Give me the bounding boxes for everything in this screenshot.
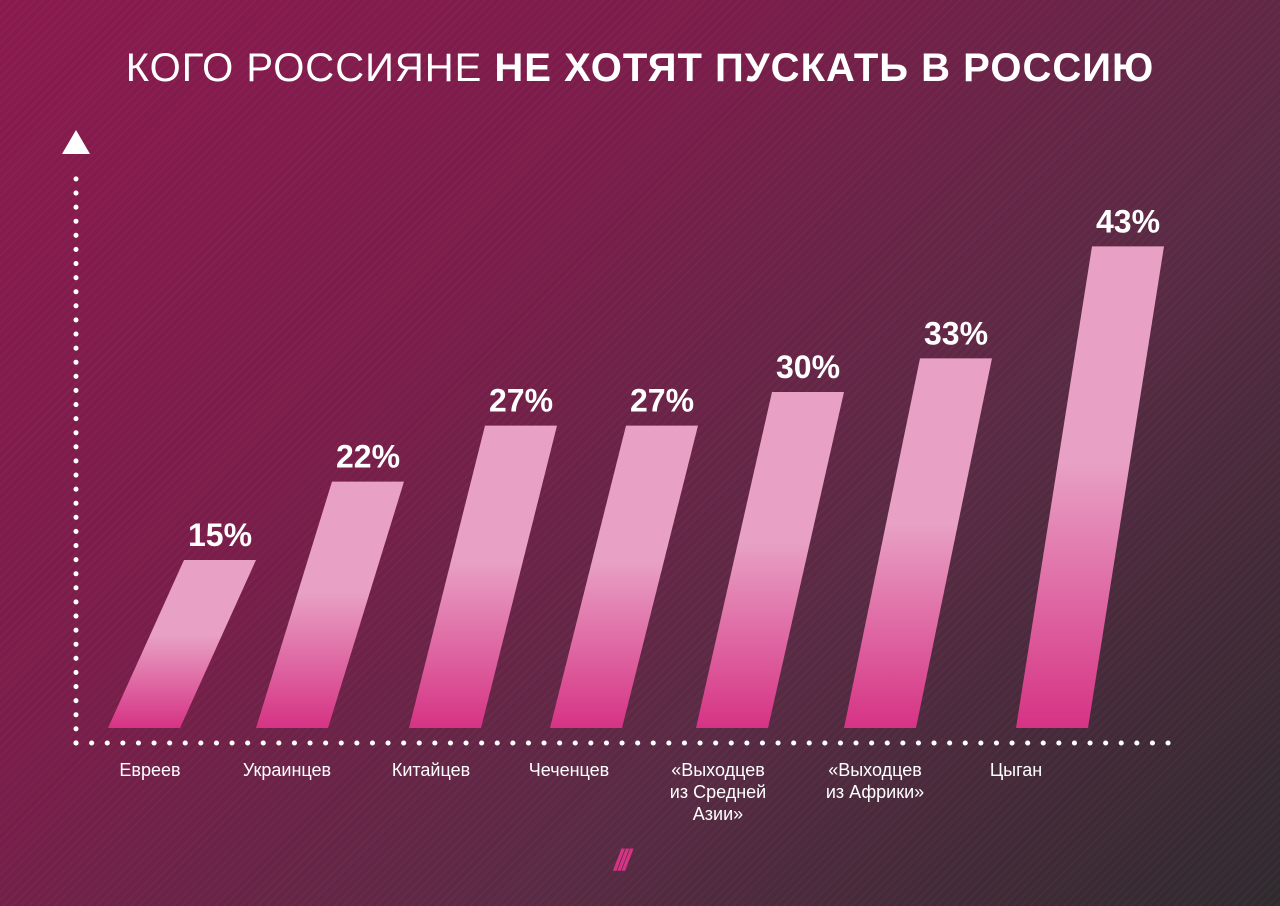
bar-value-label: 27% [489,383,553,419]
brand-logo: /// [614,844,631,877]
category-label: Азии» [693,804,743,824]
y-axis-arrow-icon [62,130,90,154]
bar [1016,246,1164,728]
bar [844,358,992,728]
bar-value-label: 33% [924,315,988,351]
bar-value-label: 15% [188,517,252,553]
category-label: Чеченцев [529,760,609,780]
category-label: Украинцев [243,760,331,780]
bar [108,560,256,728]
bar-value-label: 27% [630,383,694,419]
category-label: «Выходцев [671,760,765,780]
category-label: Цыган [990,760,1042,780]
bar [696,392,844,728]
bar [256,481,404,728]
bar-value-label: 22% [336,439,400,475]
chart-title: КОГО РОССИЯНЕ НЕ ХОТЯТ ПУСКАТЬ В РОССИЮ [0,46,1280,91]
bar [409,425,557,728]
category-label: из Африки» [826,782,924,802]
category-label: Китайцев [392,760,470,780]
title-bold-part: НЕ ХОТЯТ ПУСКАТЬ В РОССИЮ [494,46,1155,90]
category-label: из Средней [670,782,766,802]
title-light-part: КОГО РОССИЯНЕ [125,46,483,90]
bar-value-label: 30% [776,349,840,385]
bar-value-label: 43% [1096,203,1160,239]
category-label: «Выходцев [828,760,922,780]
bar [550,425,698,728]
category-label: Евреев [119,760,180,780]
